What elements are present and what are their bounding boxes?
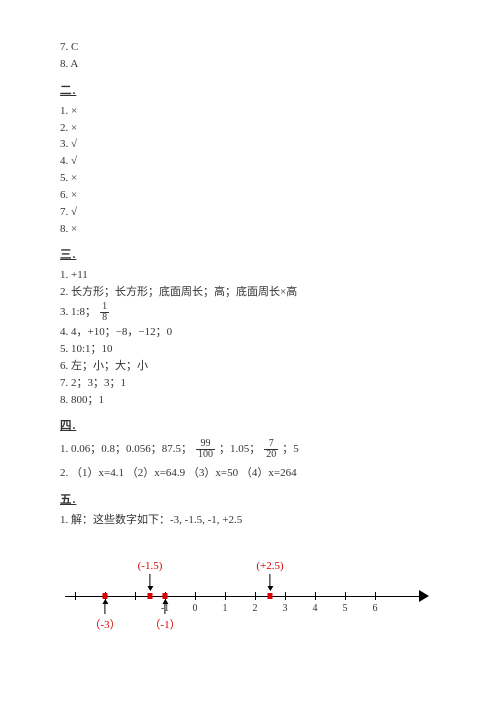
number-line-tick-label: 6 bbox=[373, 603, 378, 614]
number-line-tick-label: 2 bbox=[253, 603, 258, 614]
sec3-line6: 6. 左；小；大；小 bbox=[60, 359, 440, 374]
frac-den: 8 bbox=[100, 312, 109, 323]
sec2-item-8: 8. × bbox=[60, 222, 440, 237]
number-line-mark-label: （-1） bbox=[149, 616, 180, 632]
number-line-tick bbox=[285, 592, 286, 600]
number-line-tick bbox=[225, 592, 226, 600]
sec2-item-6: 6. × bbox=[60, 188, 440, 203]
number-line-tick bbox=[135, 592, 136, 600]
sec4-row1-frac1: 99 100 bbox=[196, 439, 215, 460]
number-line-tick-label: 0 bbox=[193, 603, 198, 614]
page: 7. C 8. A 二. 1. × 2. ×3. √ 4. √ 5. × 6. × 7. … bbox=[0, 0, 500, 636]
number-line-arrow-icon bbox=[419, 590, 429, 602]
section-5-head: 五. bbox=[60, 491, 440, 507]
sec3-line2: 2. 长方形；长方形；底面周长；高；底面周长×高 bbox=[60, 285, 440, 300]
number-line-tick bbox=[345, 592, 346, 600]
section-3-head: 三. bbox=[60, 246, 440, 262]
number-line-mark-label: （-3） bbox=[89, 616, 120, 632]
number-line: -10123456（-3）(-1.5)（-1）(+2.5) bbox=[65, 546, 425, 636]
number-line-tick bbox=[195, 592, 196, 600]
sec2-item-2: 2. × bbox=[60, 121, 440, 136]
arrow-down-icon bbox=[149, 574, 150, 590]
sec2-item-7: 7. √ bbox=[60, 205, 440, 220]
sec3-line3: 3. 1:8； 1 8 bbox=[60, 302, 440, 323]
sec2-item-4: 4. √ bbox=[60, 154, 440, 169]
sec3-line7: 7. 2；3；3；1 bbox=[60, 376, 440, 391]
number-line-tick bbox=[255, 592, 256, 600]
section-4-head: 四. bbox=[60, 417, 440, 433]
top-ans-1: 7. C bbox=[60, 40, 440, 55]
sec3-line1: 1. +11 bbox=[60, 268, 440, 283]
sec3-line5: 5. 10:1；10 bbox=[60, 342, 440, 357]
sec4-row1: 1. 0.06；0.8；0.056；87.5； 99 100 ；1.05； 7 … bbox=[60, 439, 440, 460]
sec4-row1-b: ；1.05； bbox=[219, 442, 260, 457]
number-line-mark-label: (-1.5) bbox=[138, 560, 163, 572]
frac-den: 20 bbox=[264, 449, 278, 460]
sec3-line3-prefix: 3. 1:8； bbox=[60, 305, 96, 320]
number-line-mark bbox=[268, 593, 273, 599]
number-line-tick-label: 5 bbox=[343, 603, 348, 614]
frac-num: 7 bbox=[264, 439, 278, 449]
sec2-item-3: 3. √ bbox=[60, 137, 440, 152]
sec3-line8: 8. 800；1 bbox=[60, 393, 440, 408]
number-line-tick-label: 1 bbox=[223, 603, 228, 614]
sec4-row1-c: ；5 bbox=[282, 442, 299, 457]
frac-den: 100 bbox=[196, 449, 215, 460]
section-2-head: 二. bbox=[60, 82, 440, 98]
number-line-tick-label: 4 bbox=[313, 603, 318, 614]
frac-num: 99 bbox=[196, 439, 215, 449]
number-line-mark-label: (+2.5) bbox=[256, 560, 283, 572]
frac-num: 1 bbox=[100, 302, 109, 312]
number-line-tick-label: 3 bbox=[283, 603, 288, 614]
number-line-mark bbox=[148, 593, 153, 599]
sec4-row2: 2. （1）x=4.1 （2）x=64.9 （3）x=50 （4）x=264 bbox=[60, 466, 440, 481]
number-line-tick bbox=[315, 592, 316, 600]
sec4-row1-frac2: 7 20 bbox=[264, 439, 278, 460]
arrow-down-icon bbox=[269, 574, 270, 590]
arrow-up-icon bbox=[104, 600, 105, 614]
number-line-axis bbox=[65, 596, 425, 597]
number-line-tick bbox=[75, 592, 76, 600]
sec4-row1-a: 1. 0.06；0.8；0.056；87.5； bbox=[60, 442, 192, 457]
sec3-line4: 4. 4，+10；−8，−12；0 bbox=[60, 325, 440, 340]
number-line-tick bbox=[375, 592, 376, 600]
sec2-item-5: 5. × bbox=[60, 171, 440, 186]
sec3-line3-frac: 1 8 bbox=[100, 302, 109, 323]
section-2-items: 1. × 2. ×3. √ 4. √ 5. × 6. × 7. √ 8. × bbox=[60, 104, 440, 237]
arrow-up-icon bbox=[164, 600, 165, 614]
sec5-line1: 1. 解：这些数字如下：-3, -1.5, -1, +2.5 bbox=[60, 513, 440, 528]
sec2-item-1: 1. × bbox=[60, 104, 440, 119]
top-ans-2: 8. A bbox=[60, 57, 440, 72]
